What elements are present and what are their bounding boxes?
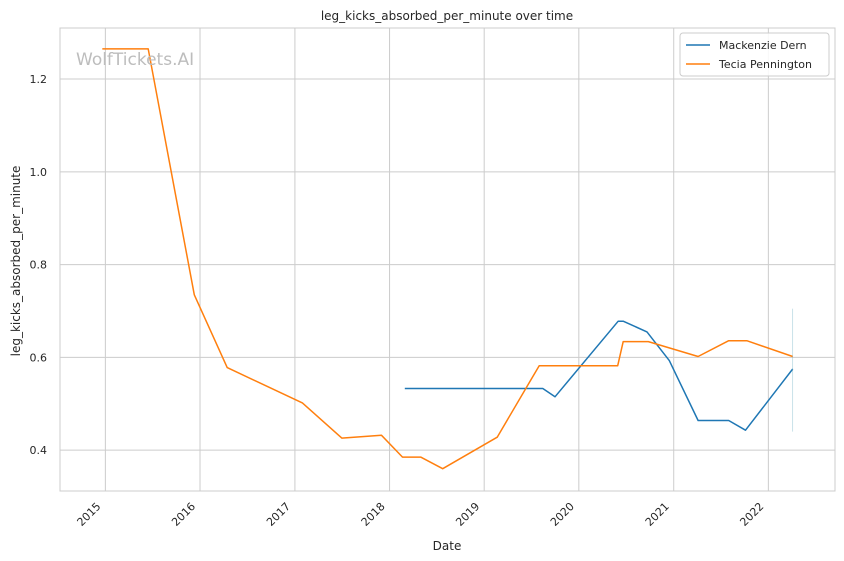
series-line-tecia-pennington <box>102 48 793 470</box>
legend-label-tecia-pennington: Tecia Pennington <box>718 58 812 71</box>
watermark: WolfTickets.AI <box>76 50 194 70</box>
y-tick-label: 0.6 <box>30 351 48 364</box>
y-tick-label: 1.2 <box>30 73 48 86</box>
y-tick-label: 0.8 <box>30 259 48 272</box>
series-line-mackenzie-dern <box>404 320 794 431</box>
chart-title: leg_kicks_absorbed_per_minute over time <box>321 9 573 23</box>
legend: Mackenzie Dern Tecia Pennington <box>679 32 830 77</box>
y-axis-title: leg_kicks_absorbed_per_minute <box>9 166 23 357</box>
y-tick-label: 1.0 <box>30 166 48 179</box>
x-axis-title: Date <box>433 539 462 553</box>
legend-box <box>679 32 830 77</box>
plot-area-frame <box>59 27 836 492</box>
y-tick-label: 0.4 <box>30 444 48 457</box>
series-lines <box>102 48 794 470</box>
legend-label-mackenzie-dern: Mackenzie Dern <box>719 39 807 52</box>
